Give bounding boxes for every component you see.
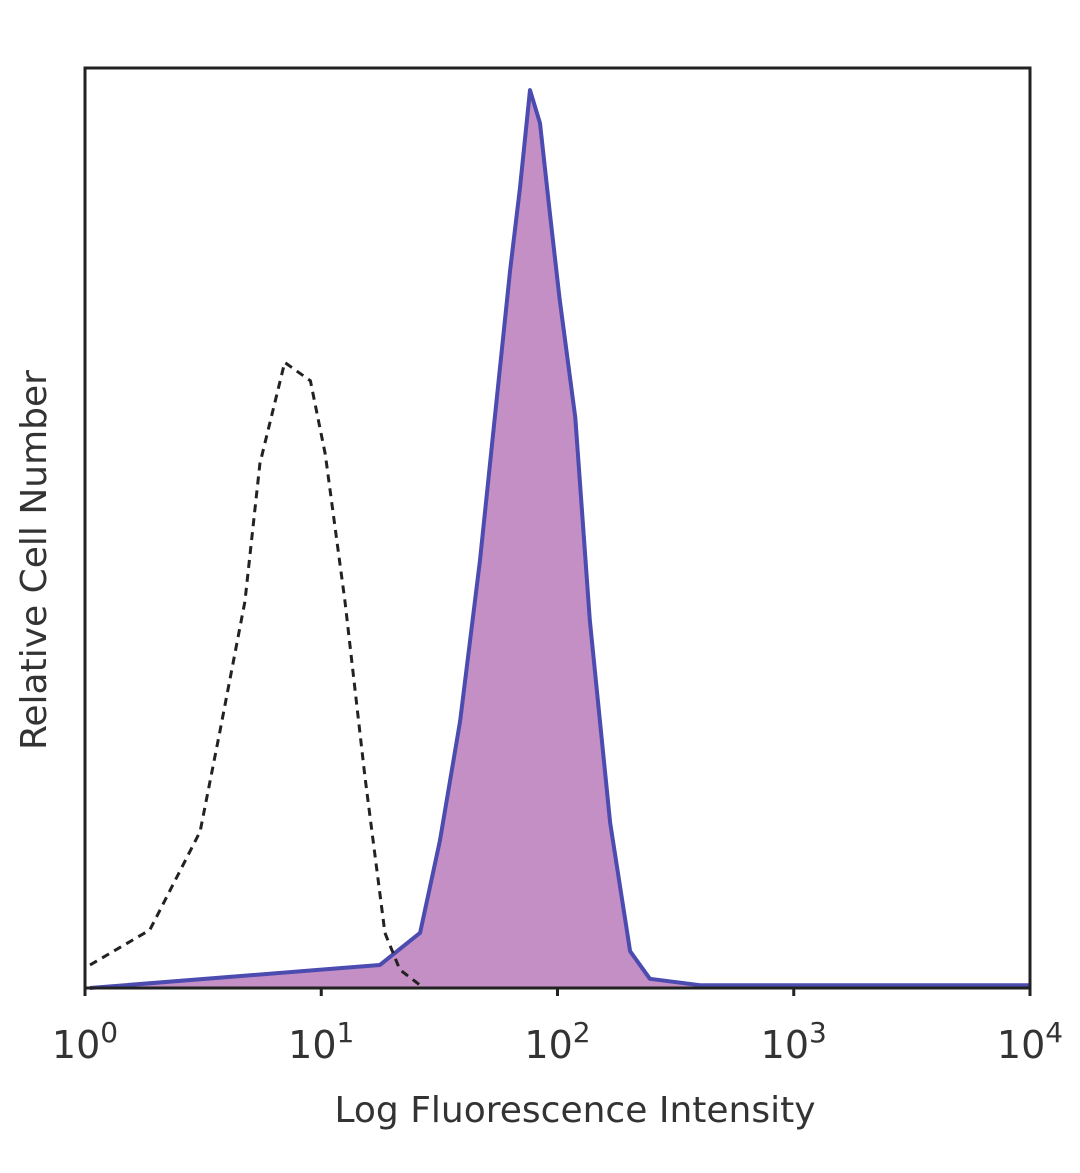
x-tick-exponent: 0 (100, 1016, 118, 1049)
x-tick-base: 10 (761, 1023, 809, 1067)
y-axis-label: Relative Cell Number (14, 370, 55, 750)
x-tick-base: 10 (288, 1023, 336, 1067)
x-tick-exponent: 4 (1045, 1016, 1063, 1049)
x-tick-base: 10 (52, 1023, 100, 1067)
x-tick-exponent: 2 (573, 1016, 591, 1049)
x-tick-base: 10 (524, 1023, 572, 1067)
x-tick-base: 10 (997, 1023, 1045, 1067)
histogram-outline-dashed (89, 359, 422, 987)
histogram-area (90, 90, 1030, 989)
histogram-outline (89, 88, 1030, 990)
x-tick-label: 104 (997, 1016, 1063, 1067)
x-tick-exponent: 3 (809, 1016, 827, 1049)
x-tick-label: 101 (288, 1016, 354, 1067)
x-axis-label: Log Fluorescence Intensity (334, 1090, 815, 1131)
x-tick-label: 100 (52, 1016, 118, 1067)
x-tick-exponent: 1 (337, 1016, 355, 1049)
x-tick-label: 102 (524, 1016, 590, 1067)
x-tick-label: 103 (761, 1016, 827, 1067)
